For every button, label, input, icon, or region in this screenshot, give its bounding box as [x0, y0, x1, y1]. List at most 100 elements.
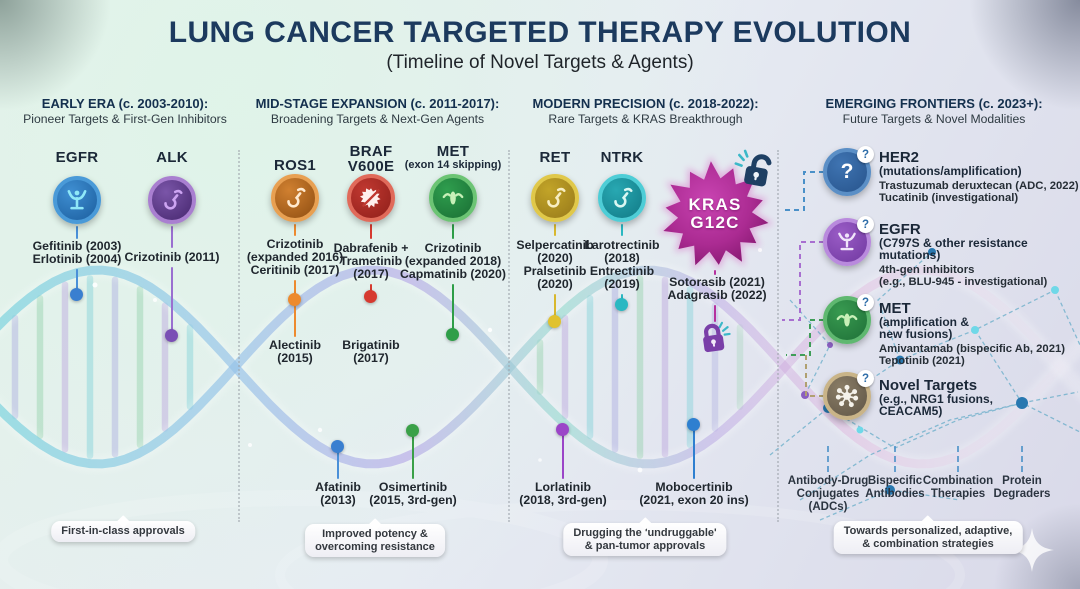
- page-subtitle: (Timeline of Novel Targets & Agents): [386, 52, 694, 73]
- kras-label-2: G12C: [690, 213, 740, 232]
- drug-egfr-1: Gefitinib (2003): [32, 239, 122, 253]
- timeline-dot-alk: [165, 329, 178, 342]
- era-modern-title: MODERN PRECISION (c. 2018-2022):: [532, 96, 759, 111]
- drug-brigatinib-1: Brigatinib: [342, 338, 400, 352]
- receptor-icon: [53, 176, 101, 224]
- modality-degraders-l1: Protein: [1002, 475, 1042, 487]
- drug-kras-1: Sotorasib (2021): [669, 275, 765, 289]
- timeline-dot-ros1: [288, 293, 301, 306]
- frontier-egfr-drug-1: 4th-gen inhibitors: [879, 264, 975, 276]
- timeline-dot-met: [446, 328, 459, 341]
- frontier-egfr-sub-1: (C797S & other resistance: [879, 236, 1028, 250]
- target-label-ros1: ROS1: [273, 157, 317, 174]
- frontier-egfr-sub-2: mutations): [879, 248, 941, 262]
- frontier-egfr-drug-2: (e.g., BLU-945 - investigational): [879, 276, 1048, 288]
- callout-early: First-in-class approvals: [51, 521, 195, 542]
- question-badge-icon: ?: [857, 146, 874, 163]
- question-glyph: ?: [840, 160, 854, 183]
- era-header-early: EARLY ERA (c. 2003-2010): Pioneer Target…: [10, 96, 240, 126]
- gene-fusion-icon: [598, 174, 646, 222]
- era-emerging-subtitle: Future Targets & Novel Modalities: [842, 112, 1026, 126]
- drug-egfr-2: Erlotinib (2004): [32, 252, 122, 266]
- modality-bispecific-l2: Antibodies: [865, 488, 925, 500]
- target-label-ntrk: NTRK: [600, 149, 644, 166]
- drug-lorlatinib-2: (2018, 3rd-gen): [519, 493, 607, 507]
- callout-mid-l2: overcoming resistance: [315, 540, 435, 553]
- frontier-her2-sub: (mutations/amplification): [879, 164, 1022, 178]
- target-label-ret: RET: [539, 149, 571, 166]
- era-mid-title: MID-STAGE EXPANSION (c. 2011-2017):: [255, 96, 500, 111]
- era-early-subtitle: Pioneer Targets & First-Gen Inhibitors: [23, 112, 227, 126]
- drug-ros1-2: (expanded 2016): [246, 250, 344, 264]
- frontier-novel-sub-1: (e.g., NRG1 fusions,: [879, 392, 994, 406]
- connector-line: [293, 224, 297, 236]
- era-early-title: EARLY ERA (c. 2003-2010):: [41, 96, 209, 111]
- connector-line: [561, 435, 565, 479]
- drug-alk-1: Crizotinib (2011): [124, 250, 220, 264]
- modality-bispecific: Bispecific Antibodies: [865, 475, 924, 501]
- drug-met-3: Capmatinib (2020): [400, 267, 506, 281]
- modality-combination-l2: Therapies: [930, 488, 986, 500]
- callout-mid-l1: Improved potency &: [322, 528, 428, 540]
- light-arcs: [0, 490, 965, 589]
- connector-line: [293, 280, 297, 297]
- frontier-egfr-name: EGFR: [879, 221, 921, 238]
- kras-label: KRAS G12C: [689, 196, 742, 232]
- drug-osimertinib-2: (2015, 3rd-gen): [369, 493, 457, 507]
- drug-ros1-1: Crizotinib: [266, 237, 324, 251]
- modality-degraders: Protein Degraders: [994, 475, 1051, 501]
- drug-ntrk-4: (2019): [604, 277, 640, 291]
- timeline-dot-afatinib: [331, 440, 344, 453]
- callout-emerging-l1: Towards personalized, adaptive,: [843, 525, 1013, 537]
- network-hub-icon: [823, 372, 871, 420]
- column-divider: [508, 150, 510, 522]
- connector-line: [620, 224, 624, 236]
- drug-lorlatinib-1: Lorlatinib: [534, 480, 592, 494]
- era-mid-subtitle: Broadening Targets & Next-Gen Agents: [270, 112, 485, 126]
- drug-mobocertinib-1: Mobocertinib: [655, 480, 733, 494]
- receptor-icon: [823, 296, 871, 344]
- frontier-met-drug-2: Tepotinib (2021): [879, 355, 965, 367]
- modality-connector: [957, 446, 959, 472]
- connector-line: [451, 284, 455, 330]
- drug-mobocertinib-2: (2021, exon 20 ins): [639, 493, 749, 507]
- timeline-dot-ntrk: [615, 298, 628, 311]
- drug-ntrk-2: (2018): [604, 251, 640, 265]
- callout-mid: Improved potency & overcoming resistance: [305, 524, 445, 558]
- era-header-emerging: EMERGING FRONTIERS (c. 2023+): Future Ta…: [798, 96, 1070, 126]
- frontier-her2-name: HER2: [879, 149, 920, 166]
- mutation-burst-icon: [347, 174, 395, 222]
- connector-line: [713, 305, 717, 322]
- frontier-her2-drug-2: Tucatinib (investigational): [879, 192, 1019, 204]
- drug-alectinib-1: Alectinib: [269, 338, 321, 352]
- gene-fusion-icon: [148, 176, 196, 224]
- era-emerging-title: EMERGING FRONTIERS (c. 2023+):: [825, 96, 1043, 111]
- connector-line: [369, 224, 373, 239]
- target-label-met-1: MET: [436, 143, 470, 160]
- modality-combination-l1: Combination: [922, 475, 994, 487]
- connector-line: [75, 226, 79, 239]
- timeline-dot-egfr: [70, 288, 83, 301]
- connector-line: [692, 430, 696, 479]
- question-badge-icon: ?: [857, 370, 874, 387]
- drug-brigatinib-2: (2017): [353, 351, 389, 365]
- gene-fusion-icon: [271, 174, 319, 222]
- modality-combination: Combination Therapies: [923, 475, 993, 501]
- drug-afatinib-1: Afatinib: [315, 480, 361, 494]
- kras-label-1: KRAS: [688, 195, 742, 214]
- drug-ntrk-3: Entrectinib: [589, 264, 655, 278]
- page-title: LUNG CANCER TARGETED THERAPY EVOLUTION: [168, 16, 912, 49]
- target-label-egfr: EGFR: [55, 149, 99, 166]
- drug-ret-1: Selpercatinib: [516, 238, 594, 252]
- modality-adcs-l3: (ADCs): [808, 501, 848, 513]
- connector-line: [553, 294, 557, 319]
- unlock-icon: [734, 149, 772, 187]
- connector-line: [170, 267, 174, 335]
- timeline-dot-braf: [364, 290, 377, 303]
- connector-line: [336, 452, 340, 479]
- modality-adcs-l2: Conjugates: [796, 488, 860, 500]
- callout-modern-l2: & pan-tumor approvals: [584, 539, 706, 552]
- gene-fusion-icon: [531, 174, 579, 222]
- connector-line: [294, 306, 296, 337]
